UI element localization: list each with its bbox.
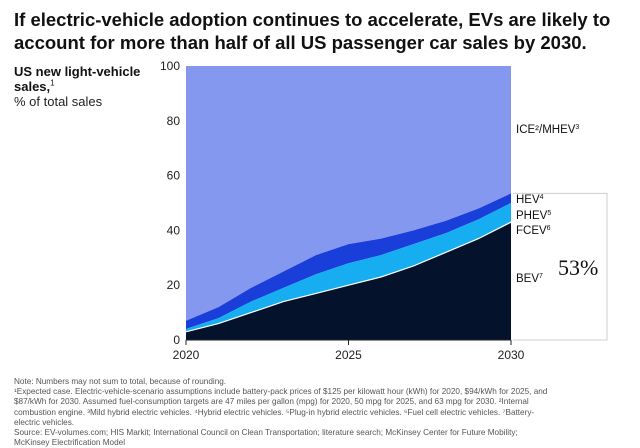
footnote-line: ¹Expected case. Electric-vehicle-scenari… [14, 387, 548, 397]
y-tick-label: 0 [173, 333, 180, 347]
y-tick-label: 80 [167, 114, 181, 128]
bev-area [186, 222, 511, 340]
footnote-line: electric vehicles. [14, 417, 75, 427]
fcev-label: FCEV6 [516, 225, 551, 237]
phev-label: PHEV5 [516, 210, 551, 222]
phev-area [186, 203, 511, 332]
footnote-line: Source: EV-volumes.com; HIS Markit; Inte… [14, 428, 518, 438]
bev-edge-line [185, 221, 512, 333]
hev-label: HEV4 [516, 194, 544, 206]
y-axis-unit: % of total sales [14, 94, 103, 109]
footnote-line: combustion engine. ³Mild hybrid electric… [14, 407, 535, 417]
y-axis-label-footnote: 1 [50, 78, 55, 88]
ev-share-bracket [513, 192, 608, 341]
x-tick-label: 2030 [498, 348, 525, 362]
hev-area [186, 193, 511, 329]
footnote-line: McKinsey Electrification Model [14, 438, 126, 448]
x-tick-label: 2020 [173, 348, 200, 362]
footnote-line: $87/kWh for 2030. Assumed fuel-consumpti… [14, 397, 529, 407]
y-tick-label: 60 [167, 169, 181, 183]
ice-mhev-area [186, 66, 511, 321]
y-tick-label: 40 [167, 223, 181, 237]
x-tick-label: 2025 [335, 348, 362, 362]
bev-label: BEV7 [516, 273, 543, 285]
chart-title: If electric-vehicle adoption continues t… [14, 9, 611, 53]
ev-share-2030-label: 53% [558, 255, 599, 280]
ice-mhev-label: ICE²/MHEV3 [516, 124, 579, 136]
y-tick-label: 20 [167, 278, 181, 292]
footnote-line: Note: Numbers may not sum to total, beca… [14, 377, 227, 386]
y-axis-label: US new light-vehicle sales,1 % of total … [14, 64, 154, 110]
y-tick-label: 100 [160, 59, 180, 73]
stacked-area-chart: 0 20 40 60 80 100 2020 2025 2030 ICE²/MHEV3 HEV4 PH… [160, 59, 608, 362]
chart-footnotes: Note: Numbers may not sum to total, beca… [14, 377, 626, 448]
y-axis-label-main: US new light-vehicle sales, [14, 64, 141, 94]
